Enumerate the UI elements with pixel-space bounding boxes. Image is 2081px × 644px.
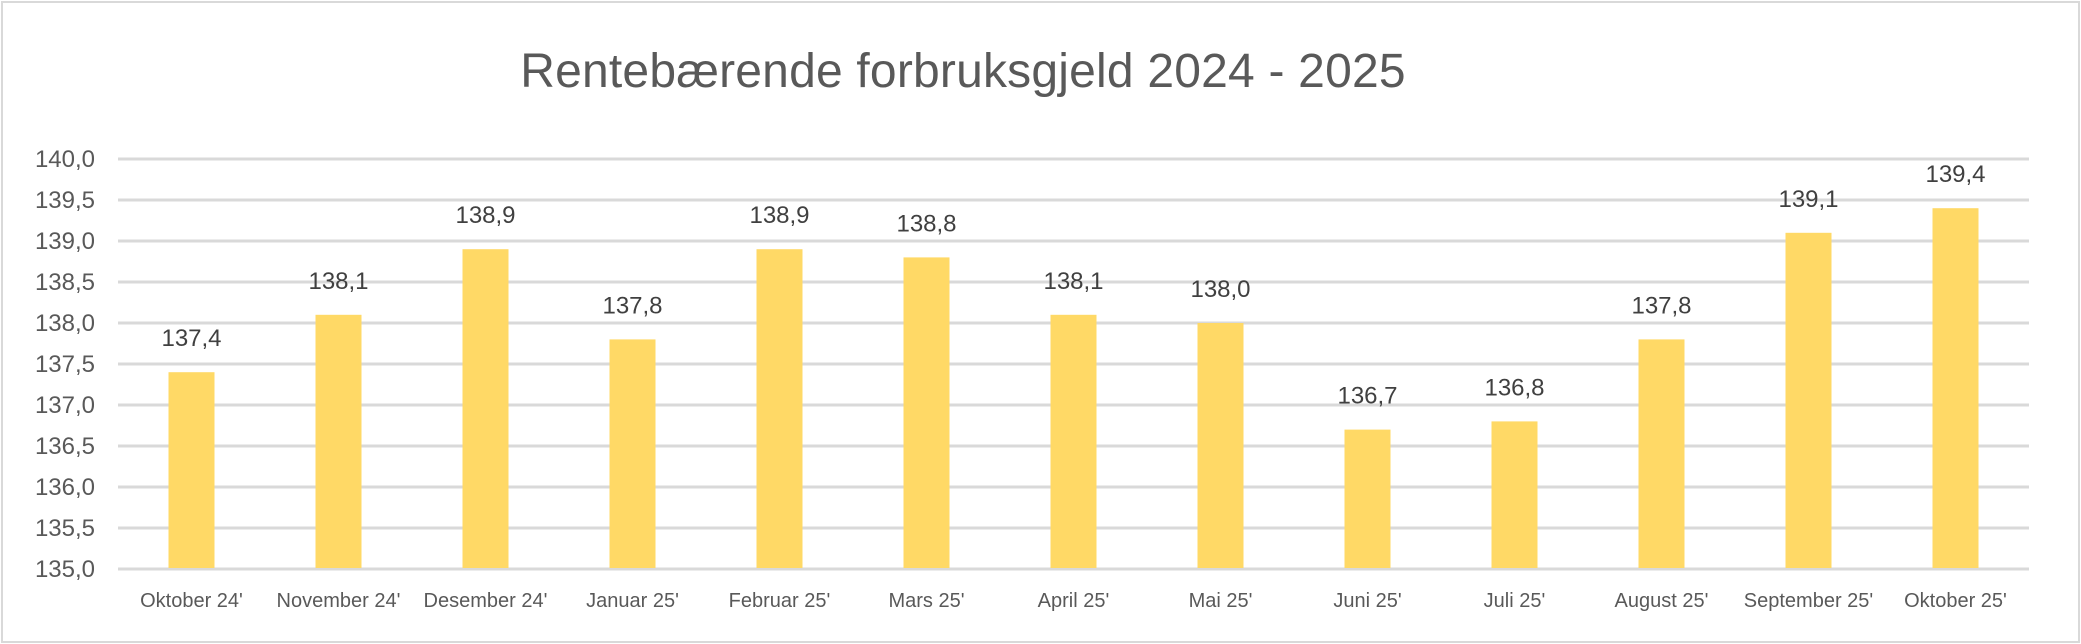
bar xyxy=(1932,208,1979,568)
x-tick-label: Desember 24' xyxy=(424,590,548,612)
x-tick-label: Juli 25' xyxy=(1484,590,1546,612)
bar xyxy=(168,372,215,568)
y-tick-label: 135,0 xyxy=(35,556,95,583)
data-label: 136,7 xyxy=(1337,383,1397,410)
y-tick-label: 138,0 xyxy=(35,310,95,337)
y-tick-label: 137,5 xyxy=(35,351,95,378)
x-tick-label: September 25' xyxy=(1744,590,1873,612)
x-tick-label: Juni 25' xyxy=(1333,590,1401,612)
data-label: 138,1 xyxy=(1043,268,1103,295)
data-label: 138,1 xyxy=(308,268,368,295)
x-tick-label: Februar 25' xyxy=(729,590,831,612)
bar xyxy=(609,339,656,568)
y-tick-label: 135,5 xyxy=(35,515,95,542)
bar xyxy=(1197,323,1244,568)
y-tick-label: 138,5 xyxy=(35,269,95,296)
bar xyxy=(1785,232,1832,569)
data-label: 137,8 xyxy=(602,292,662,319)
bar xyxy=(1491,421,1538,568)
x-tick-label: Oktober 24' xyxy=(140,590,243,612)
bar xyxy=(315,314,362,568)
bars xyxy=(168,208,1979,569)
data-label: 137,4 xyxy=(161,325,221,352)
data-label: 139,1 xyxy=(1778,186,1838,213)
y-axis: 135,0 135,5 136,0 136,5 137,0 137,5 138,0 138,5… xyxy=(35,146,95,583)
data-label: 138,8 xyxy=(896,210,956,237)
bar xyxy=(1050,314,1097,568)
data-label: 138,9 xyxy=(455,202,515,229)
x-axis: Oktober 24' November 24' Desember 24' Janua… xyxy=(140,590,2007,612)
x-tick-label: August 25' xyxy=(1615,590,1709,612)
x-tick-label: April 25' xyxy=(1038,590,1110,612)
y-tick-label: 139,5 xyxy=(35,187,95,214)
bar xyxy=(903,257,950,568)
data-label: 139,4 xyxy=(1925,161,1985,188)
data-label: 137,8 xyxy=(1631,292,1691,319)
bar xyxy=(462,249,509,568)
chart-title: Rentebærende forbruksgjeld 2024 - 2025 xyxy=(520,45,1406,98)
x-tick-label: Mai 25' xyxy=(1189,590,1253,612)
data-label: 138,9 xyxy=(749,202,809,229)
y-tick-label: 140,0 xyxy=(35,146,95,173)
data-label: 136,8 xyxy=(1484,374,1544,401)
y-tick-label: 136,5 xyxy=(35,433,95,460)
y-tick-label: 139,0 xyxy=(35,228,95,255)
bar xyxy=(1638,339,1685,568)
x-tick-label: Oktober 25' xyxy=(1904,590,2007,612)
x-tick-label: Januar 25' xyxy=(586,590,679,612)
bar xyxy=(756,249,803,568)
y-tick-label: 136,0 xyxy=(35,474,95,501)
data-labels: 137,4 138,1 138,9 137,8 138,9 138,8 138,1 138,0… xyxy=(161,161,1985,409)
x-tick-label: November 24' xyxy=(277,590,401,612)
data-label: 138,0 xyxy=(1190,276,1250,303)
y-tick-label: 137,0 xyxy=(35,392,95,419)
x-tick-label: Mars 25' xyxy=(888,590,964,612)
bar xyxy=(1344,429,1391,568)
